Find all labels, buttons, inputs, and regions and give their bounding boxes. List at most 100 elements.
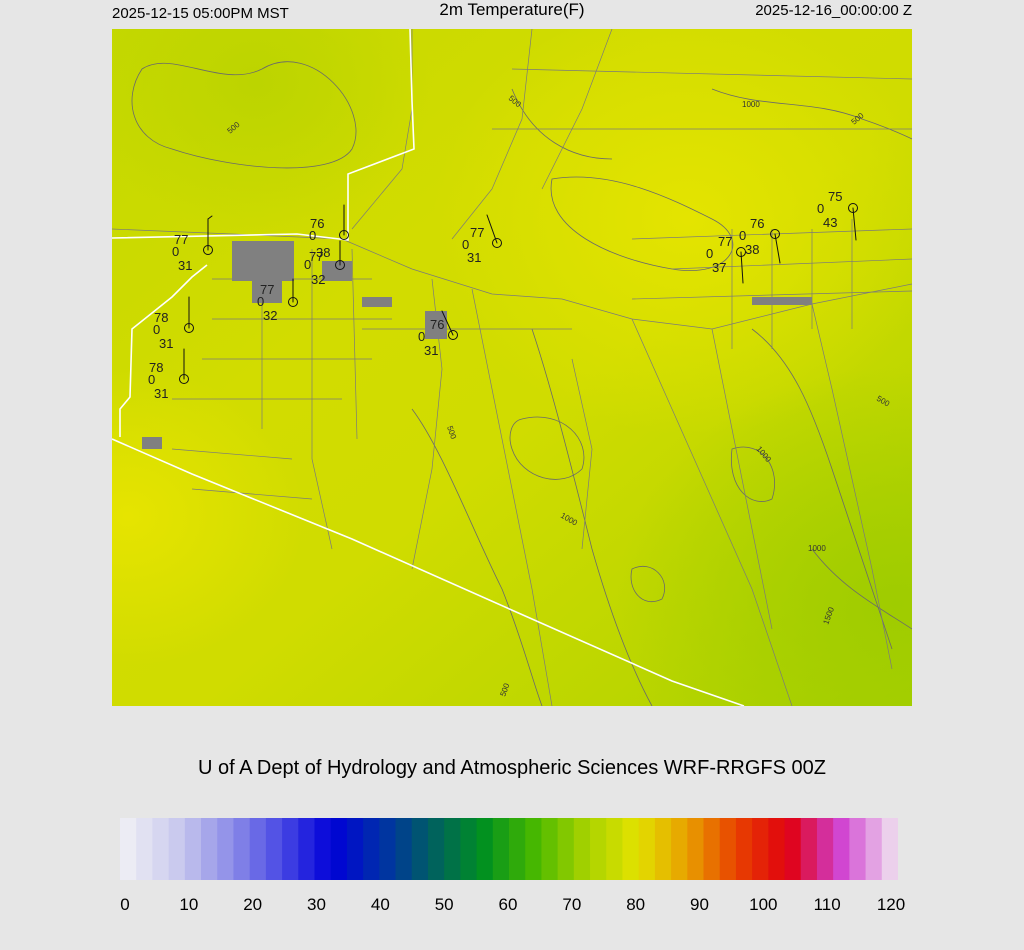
station-4-temp: 77 bbox=[260, 282, 274, 297]
station-8: 77 0 31 bbox=[462, 214, 502, 265]
contour-label: 1000 bbox=[808, 544, 826, 553]
colorbar-tick-label: 0 bbox=[120, 895, 130, 914]
colorbar-band bbox=[120, 818, 137, 880]
station-6-cloud: 0 bbox=[148, 372, 155, 387]
colorbar-band bbox=[509, 818, 526, 880]
colorbar-band bbox=[833, 818, 850, 880]
colorbar-band bbox=[201, 818, 218, 880]
colorbar-band bbox=[184, 818, 202, 880]
colorbar-tick-label: 30 bbox=[307, 895, 326, 914]
colorbar-band bbox=[865, 818, 883, 880]
colorbar-band bbox=[687, 818, 705, 880]
station-plots: 77 0 31 76 0 38 77 0 32 77 0 32 bbox=[148, 189, 858, 401]
station-10-temp: 76 bbox=[750, 216, 764, 231]
station-6-temp: 78 bbox=[149, 360, 163, 375]
station-8-temp: 77 bbox=[470, 225, 484, 240]
station-9: 77 0 37 bbox=[706, 234, 746, 284]
colorbar-band bbox=[460, 818, 478, 880]
colorbar-band bbox=[557, 818, 575, 880]
station-7-temp: 76 bbox=[430, 317, 444, 332]
station-2: 76 0 38 bbox=[309, 204, 349, 260]
station-9-cloud: 0 bbox=[706, 246, 713, 261]
map-title: 2m Temperature(F) bbox=[439, 0, 585, 19]
station-6-dew: 31 bbox=[154, 386, 168, 401]
station-4-cloud: 0 bbox=[257, 294, 264, 309]
station-11: 75 0 43 bbox=[817, 189, 858, 241]
colorbar-band bbox=[541, 818, 559, 880]
station-7-dew: 31 bbox=[424, 343, 438, 358]
colorbar-tick-label: 60 bbox=[498, 895, 518, 914]
colorbar-band bbox=[784, 818, 802, 880]
colorbar-band bbox=[282, 818, 299, 880]
political-boundaries bbox=[112, 29, 745, 706]
colorbar-band bbox=[314, 818, 332, 880]
station-11-temp: 75 bbox=[828, 189, 842, 204]
colorbar-band bbox=[800, 818, 818, 880]
station-3-dew: 32 bbox=[311, 272, 325, 287]
colorbar-band bbox=[411, 818, 429, 880]
colorbar-band bbox=[849, 818, 867, 880]
colorbar-band bbox=[654, 818, 672, 880]
station-8-cloud: 0 bbox=[462, 237, 469, 252]
station-3: 77 0 32 bbox=[304, 240, 345, 287]
station-6: 78 0 31 bbox=[148, 348, 189, 401]
colorbar-band bbox=[752, 818, 769, 880]
station-9-temp: 77 bbox=[718, 234, 732, 249]
station-9-dew: 37 bbox=[712, 260, 726, 275]
station-5-temp: 78 bbox=[154, 310, 168, 325]
colorbar-band bbox=[573, 818, 591, 880]
colorbar-band bbox=[703, 818, 721, 880]
road-network bbox=[112, 29, 912, 706]
station-2-temp: 76 bbox=[310, 216, 324, 231]
colorbar-band bbox=[606, 818, 624, 880]
colorbar-band bbox=[249, 818, 267, 880]
station-3-temp: 77 bbox=[309, 249, 323, 264]
station-7: 76 0 31 bbox=[418, 310, 458, 358]
contour-label: 1000 bbox=[742, 100, 760, 109]
colorbar-tick-label: 10 bbox=[179, 895, 199, 914]
colorbar-tick-label: 70 bbox=[562, 895, 582, 914]
colorbar-band bbox=[881, 818, 898, 880]
colorbar-tick-label: 50 bbox=[434, 895, 454, 914]
colorbar-band bbox=[379, 818, 397, 880]
station-10-cloud: 0 bbox=[739, 228, 746, 243]
colorbar-band bbox=[735, 818, 753, 880]
station-10-dew: 38 bbox=[745, 242, 759, 257]
station-11-dew: 43 bbox=[823, 215, 837, 230]
colorbar-band bbox=[525, 818, 543, 880]
urban-areas bbox=[142, 241, 812, 449]
station-5-dew: 31 bbox=[159, 336, 173, 351]
station-10: 76 0 38 bbox=[739, 216, 781, 264]
colorbar-band bbox=[395, 818, 413, 880]
colorbar-band bbox=[217, 818, 235, 880]
colorbar-band bbox=[622, 818, 640, 880]
colorbar-band bbox=[719, 818, 737, 880]
colorbar-band bbox=[136, 818, 154, 880]
colorbar-band bbox=[152, 818, 170, 880]
station-1-dew: 31 bbox=[178, 258, 192, 273]
valid-time-local: 2025-12-15 05:00PM MST bbox=[112, 5, 289, 22]
station-4: 77 0 32 bbox=[257, 278, 298, 323]
temperature-map: 500 500 1000 500 500 500 1000 1000 1000 … bbox=[112, 29, 912, 706]
station-3-cloud: 0 bbox=[304, 257, 311, 272]
station-1: 77 0 31 bbox=[172, 215, 213, 273]
colorbar-tick-label: 20 bbox=[243, 895, 263, 914]
colorbar-tick-label: 40 bbox=[370, 895, 390, 914]
station-4-dew: 32 bbox=[263, 308, 277, 323]
colorbar-band bbox=[168, 818, 186, 880]
station-8-dew: 31 bbox=[467, 250, 481, 265]
station-5-cloud: 0 bbox=[153, 322, 160, 337]
colorbar-band bbox=[768, 818, 786, 880]
colorbar-band bbox=[298, 818, 316, 880]
colorbar-band bbox=[476, 818, 494, 880]
colorbar-tick-label: 120 bbox=[876, 895, 906, 914]
station-2-cloud: 0 bbox=[309, 228, 316, 243]
station-7-cloud: 0 bbox=[418, 329, 425, 344]
contour-label: 500 bbox=[445, 425, 458, 441]
colorbar-band bbox=[346, 818, 364, 880]
colorbar-band bbox=[233, 818, 251, 880]
colorbar-band bbox=[444, 818, 461, 880]
station-5: 78 0 31 bbox=[153, 296, 194, 351]
colorbar-tick-label: 90 bbox=[690, 895, 709, 914]
temperature-colorbar bbox=[120, 818, 898, 880]
